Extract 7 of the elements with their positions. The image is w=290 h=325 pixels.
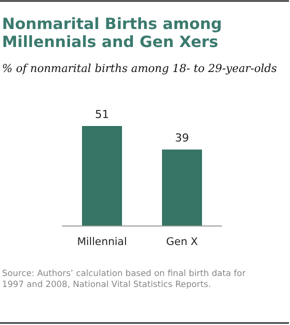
chart-title: Nonmarital Births among Millennials and Gen Xers xyxy=(2,15,222,51)
source-note: Source: Authors’ calculation based on final birth data for 1997 and 2008, National Vital Statistics Reports. xyxy=(2,269,246,290)
chart-subtitle: % of nonmarital births among 18- to 29-year-olds xyxy=(2,62,278,75)
x-tick-label: Millennial xyxy=(77,236,127,248)
data-label: 51 xyxy=(95,108,109,121)
data-label: 39 xyxy=(175,132,189,145)
x-tick-label: Gen X xyxy=(166,236,198,248)
